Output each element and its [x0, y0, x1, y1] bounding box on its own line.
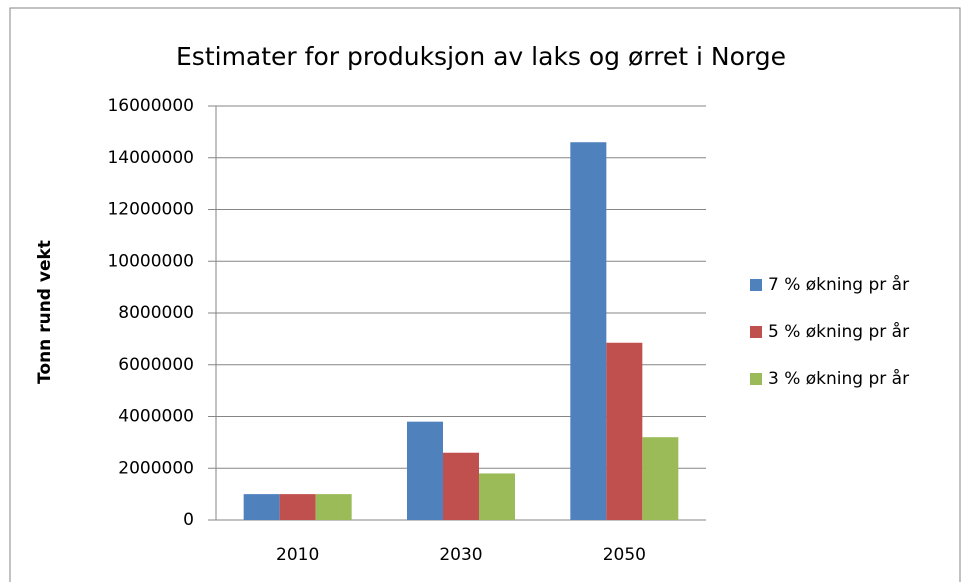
legend-label: 7 % økning pr år: [768, 274, 909, 295]
bar: [479, 473, 515, 520]
legend-label: 5 % økning pr år: [768, 321, 909, 342]
y-tick-label: 0: [183, 510, 194, 530]
y-tick-label: 6000000: [118, 355, 194, 375]
x-tick-label: 2030: [439, 545, 482, 565]
y-tick-label: 10000000: [107, 251, 194, 271]
bar: [642, 437, 679, 520]
y-tick-label: 12000000: [107, 200, 194, 220]
bar: [407, 421, 443, 520]
bar: [279, 494, 316, 520]
y-tick-label: 14000000: [107, 148, 194, 168]
legend-label: 3 % økning pr år: [768, 368, 909, 389]
chart-title: Estimater for produksjon av laks og ørre…: [176, 42, 786, 71]
y-tick-label: 16000000: [107, 96, 194, 116]
y-axis-label: Tonn rund vekt: [35, 240, 55, 384]
y-tick-label: 8000000: [118, 303, 194, 323]
x-tick-label: 2010: [276, 545, 319, 565]
bar: [443, 452, 479, 520]
y-tick-label: 4000000: [118, 407, 194, 427]
legend-swatch: [750, 373, 762, 385]
x-tick-label: 2050: [603, 545, 646, 565]
bar: [315, 494, 352, 520]
bar: [243, 494, 280, 520]
y-tick-label: 2000000: [118, 458, 194, 478]
bar: [570, 142, 607, 520]
bar: [606, 342, 643, 520]
legend-swatch: [750, 279, 762, 291]
legend-swatch: [750, 326, 762, 338]
